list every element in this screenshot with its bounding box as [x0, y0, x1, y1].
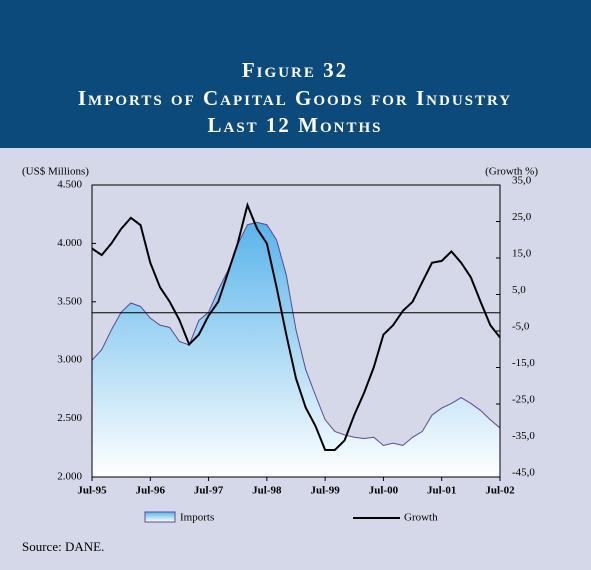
area: [92, 222, 500, 477]
x-tick-label: Jul-00: [369, 485, 399, 497]
x-tick-label: Jul-96: [136, 485, 166, 497]
title-line: Figure 32: [242, 58, 348, 82]
title-line: Last 12 Months: [207, 113, 382, 137]
series-line: [91, 201, 501, 451]
y2-tick-label: -25,0: [512, 394, 535, 406]
x-tick-label: Jul-98: [252, 485, 282, 497]
y2-tick-label: -15,0: [512, 357, 535, 369]
y2-tick-label: 35,0: [512, 175, 532, 187]
y-tick-label: 2.000: [57, 471, 82, 483]
x-tick-label: Jul-97: [194, 485, 224, 497]
x-tick-label: Jul-01: [427, 485, 456, 497]
plot-frame: [91, 184, 501, 478]
title-line: Imports of Capital Goods for Industry: [78, 86, 512, 110]
y2-tick-label: -35,0: [512, 430, 535, 442]
y2-tick-label: 25,0: [512, 211, 532, 223]
y-axis-label: (US$ Millions): [22, 166, 89, 178]
y2-tick-label: 5,0: [512, 284, 526, 296]
y2-tick-label: 15,0: [512, 248, 532, 260]
series-line: [91, 221, 501, 447]
x-tick-label: Jul-95: [77, 485, 107, 497]
x-tick-label: Jul-99: [310, 485, 340, 497]
y-tick-label: 2.500: [57, 412, 82, 424]
legend-label: Imports: [180, 512, 214, 524]
y-tick-label: 4.000: [57, 237, 82, 249]
legend-swatch: [144, 511, 176, 523]
legend-label: Growth: [404, 512, 438, 524]
y-tick-label: 4.500: [57, 179, 82, 191]
y2-tick-label: -5,0: [512, 321, 530, 333]
source: Source: DANE.: [22, 539, 104, 554]
y-tick-label: 3.500: [57, 295, 82, 307]
y2-axis-label: (Growth %): [485, 166, 538, 178]
x-tick-label: Jul-02: [485, 485, 515, 497]
y2-tick-label: -45,0: [512, 467, 535, 479]
header: [0, 0, 591, 148]
y-tick-label: 3.000: [57, 354, 82, 366]
